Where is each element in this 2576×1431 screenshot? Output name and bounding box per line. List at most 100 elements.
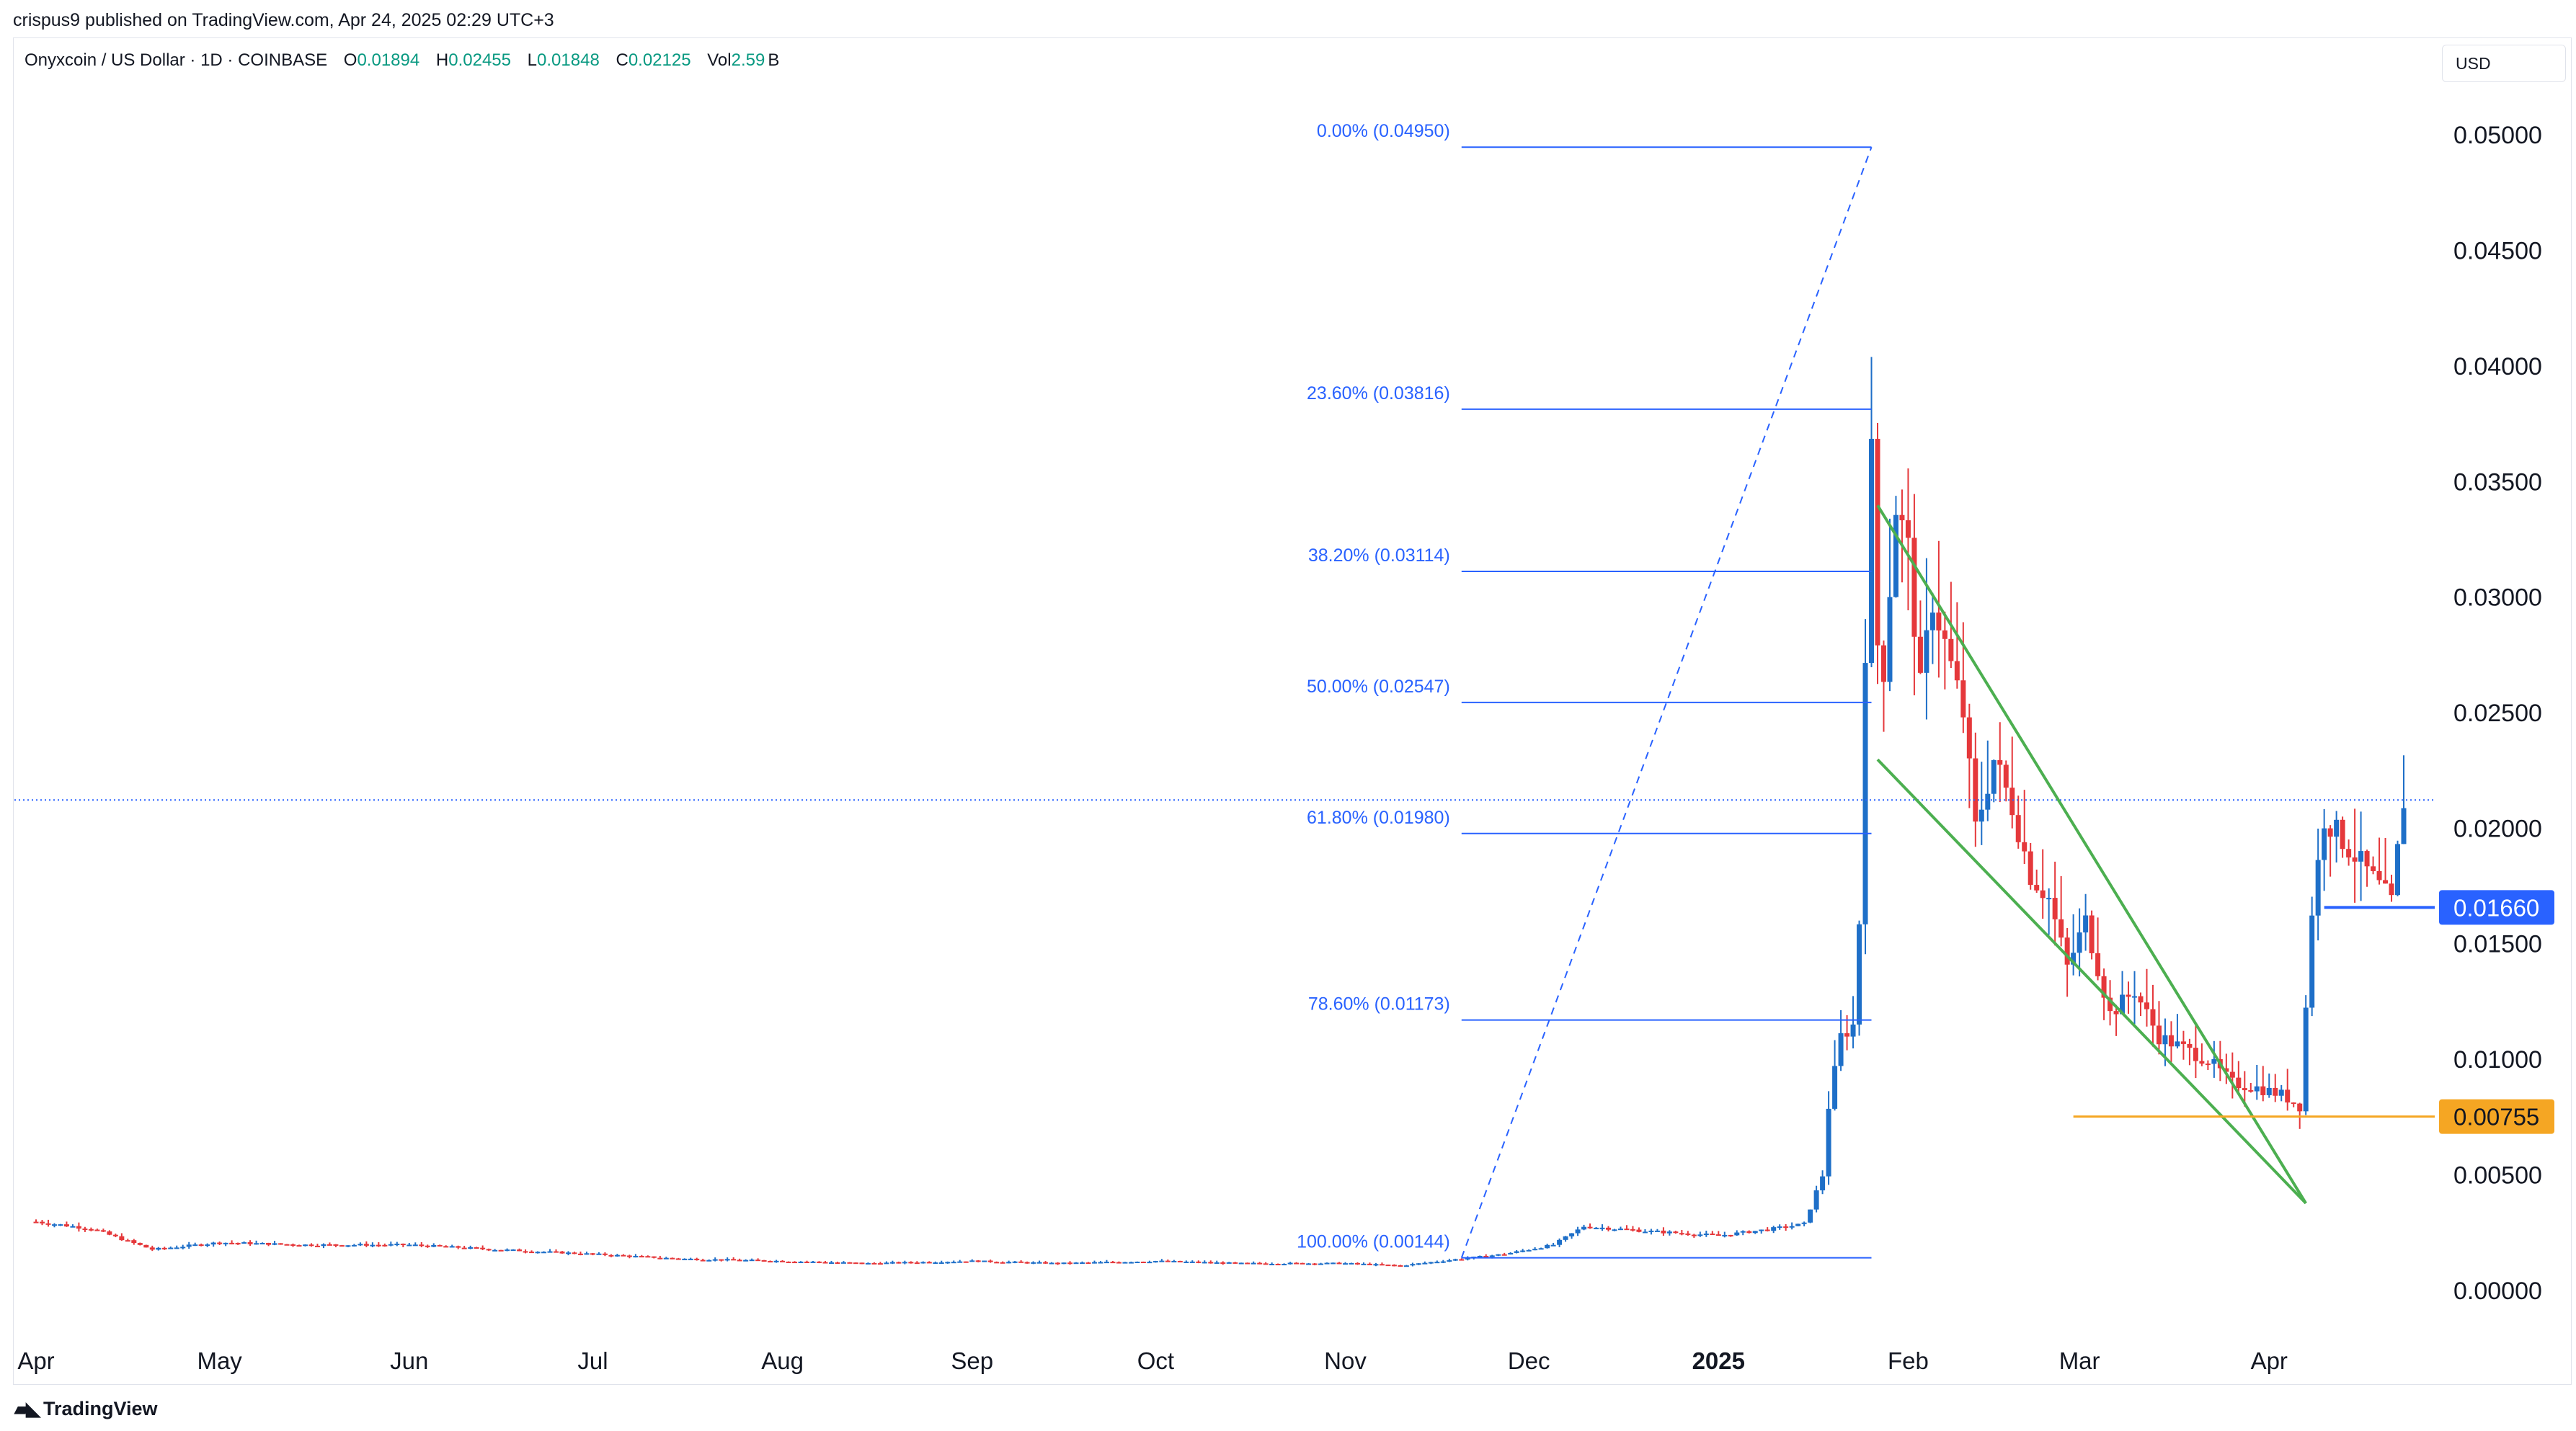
candle-body [2211,1058,2217,1064]
resistance-price-label: 0.01660 [2453,894,2539,921]
candle-body [828,1262,834,1265]
candle-body [2193,1048,2198,1061]
candle-body [1869,439,1875,664]
candle-body [670,1257,675,1260]
candle-body [577,1253,583,1255]
candle-body [2242,1088,2247,1091]
candle-body [2303,1007,2309,1112]
candle-body [1416,1263,1421,1265]
candle-body [2150,1009,2156,1026]
candle-body [1722,1234,1728,1236]
y-tick-label: 0.01000 [2453,1046,2542,1074]
candle-body [149,1247,155,1250]
high-value: 0.02455 [448,50,511,70]
candle-body [2138,996,2144,1003]
candle-body [1948,638,1954,661]
candle-body [1703,1234,1709,1236]
candle-body [1165,1260,1171,1262]
candle-body [535,1252,541,1254]
candle-body [1428,1262,1434,1264]
candle-body [210,1242,216,1245]
candle-body [1134,1262,1140,1264]
candle-body [773,1260,779,1262]
candle-body [675,1258,681,1260]
y-tick-label: 0.00500 [2453,1162,2542,1189]
candle-body [1978,809,1984,822]
candle-body [492,1249,498,1252]
candle-body [1171,1260,1177,1262]
candle-body [419,1244,425,1247]
candle-body [1893,514,1898,597]
candle-body [2278,1089,2284,1096]
candle-body [817,1261,822,1263]
candle-body [1532,1249,1538,1251]
candle-body [584,1253,590,1255]
candle-body [1085,1262,1091,1265]
candle-body [1238,1262,1244,1265]
candle-body [143,1244,149,1248]
symbol-title[interactable]: Onyxcoin / US Dollar · 1D · COINBASE [25,50,328,70]
candle-body [853,1262,858,1265]
candle-body [357,1244,363,1246]
fib-level-label: 50.00% (0.02547) [1307,677,1450,697]
candle-body [1012,1261,1018,1263]
fib-level-label: 61.80% (0.01980) [1307,808,1450,828]
candle-body [278,1243,284,1245]
candle-body [2358,851,2364,862]
candle-body [2352,857,2358,862]
candle-body [1710,1234,1715,1236]
wedge-line [1876,504,2307,1204]
resistance-price-tag [2439,890,2554,925]
candle-body [119,1236,125,1241]
candle-body [2058,919,2064,938]
support-price-label: 0.00755 [2453,1104,2539,1131]
candle-body [1997,759,2003,765]
candle-body [468,1247,474,1249]
candle-body [780,1260,786,1262]
candle-body [70,1226,76,1228]
candle-body [1324,1262,1330,1265]
candle-body [510,1249,516,1252]
candle-body [1654,1230,1660,1232]
candle-body [1343,1263,1349,1265]
candle-body [1245,1262,1251,1265]
candle-body [1196,1261,1202,1263]
fib-level-label: 78.60% (0.01173) [1308,994,1450,1015]
x-tick-label: Dec [1508,1347,1550,1374]
candle-body [82,1229,88,1231]
candle-body [682,1258,688,1260]
candle-body [590,1253,595,1255]
candle-body [1183,1261,1189,1263]
candle-body [608,1254,614,1257]
volume-value: 2.59 [731,50,765,70]
x-tick-label: Jul [577,1347,608,1374]
candle-body [1783,1226,1789,1229]
candle-body [639,1256,644,1258]
candle-body [982,1260,987,1262]
currency-selector[interactable]: USD [2442,45,2566,82]
candle-body [963,1261,969,1263]
x-tick-label: Feb [1888,1347,1929,1374]
candle-body [737,1260,742,1262]
candle-body [1612,1229,1617,1231]
candle-body [2285,1089,2291,1103]
candle-body [247,1242,253,1244]
open-value: 0.01894 [357,50,420,70]
x-tick-label: 2025 [1692,1347,1745,1374]
candle-body [2346,849,2352,857]
tradingview-brand[interactable]: ▰◣ TradingView [14,1398,158,1420]
candle-body [112,1234,118,1236]
candle-body [1159,1260,1165,1262]
candle-body [2064,937,2070,965]
candle-body [382,1244,388,1247]
candle-body [2260,1086,2266,1095]
fib-level-label: 23.60% (0.03816) [1307,383,1450,404]
candle-body [2180,1041,2186,1044]
candle-body [572,1252,577,1254]
candle-body [1587,1226,1593,1229]
candle-body [1960,680,1966,718]
candle-body [914,1262,920,1265]
candle-body [174,1247,179,1249]
candle-body [920,1262,926,1264]
